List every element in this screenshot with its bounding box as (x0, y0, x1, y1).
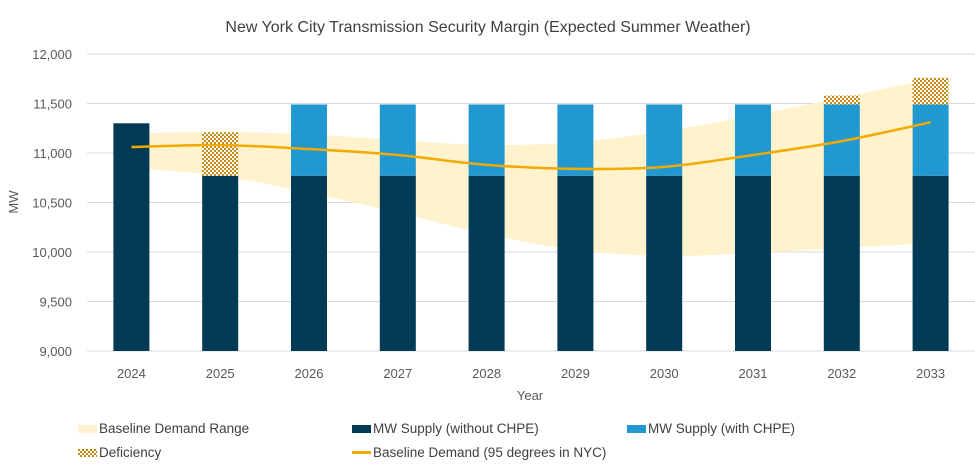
legend: Baseline Demand Range MW Supply (without… (0, 415, 975, 469)
bar-supply-with-chpe (557, 104, 594, 176)
bar-deficiency (912, 77, 949, 105)
baseline-demand-line (131, 121, 931, 171)
bar-supply-without-chpe (113, 123, 150, 351)
bar-supply-with-chpe (735, 104, 771, 176)
x-tick-label: 2029 (561, 366, 590, 381)
x-axis-ticks: 2024 2025 2026 2027 2028 2029 2030 2031 2032 2033 (117, 366, 945, 381)
x-tick-label: 2025 (206, 366, 235, 381)
checker-swatch-icon (78, 448, 97, 457)
legend-label: Baseline Demand Range (99, 421, 250, 436)
fill-swatch-icon (627, 424, 646, 433)
legend-item-demand-range[interactable]: Baseline Demand Range (78, 421, 249, 436)
x-tick-label: 2024 (117, 366, 146, 381)
legend-label: MW Supply (with CHPE) (648, 421, 796, 436)
bar-supply-without-chpe (735, 175, 771, 351)
y-tick-label: 11,000 (33, 146, 72, 161)
x-tick-label: 2030 (650, 366, 679, 381)
bar-supply-without-chpe (379, 175, 416, 351)
legend-item-baseline-demand[interactable]: Baseline Demand (95 degrees in NYC) (352, 445, 606, 460)
bar-deficiency (823, 95, 860, 105)
chart: New York City Transmission Security Marg… (6, 19, 975, 403)
legend-item-deficiency[interactable]: Deficiency (78, 445, 161, 460)
bar-supply-without-chpe (646, 175, 683, 351)
bar-supply-without-chpe (202, 175, 239, 351)
x-tick-label: 2031 (739, 366, 768, 381)
x-tick-label: 2032 (827, 366, 856, 381)
x-tick-label: 2028 (472, 366, 501, 381)
legend-label: Baseline Demand (95 degrees in NYC) (373, 445, 607, 460)
bar-supply-without-chpe (291, 175, 327, 351)
y-tick-label: 12,000 (32, 47, 72, 62)
legend-label: MW Supply (without CHPE) (373, 421, 539, 436)
bar-supply-with-chpe (646, 104, 683, 176)
bar-supply-without-chpe (468, 175, 505, 351)
x-axis-label: Year (517, 388, 544, 403)
bar-deficiency (202, 132, 239, 176)
x-tick-label: 2026 (295, 366, 324, 381)
fill-swatch-icon (78, 424, 97, 433)
x-tick-label: 2033 (916, 366, 945, 381)
y-tick-label: 10,000 (32, 245, 72, 260)
y-axis-label: MW (6, 190, 21, 214)
bar-supply-with-chpe (379, 104, 416, 176)
x-tick-label: 2027 (383, 366, 412, 381)
legend-label: Deficiency (99, 445, 162, 460)
demand-line (131, 121, 931, 171)
y-axis-ticks: 9,000 9,500 10,000 10,500 11,000 11,500 12,000 (32, 47, 72, 359)
bar-supply-with-chpe (912, 104, 949, 176)
line-swatch-icon (352, 451, 371, 454)
y-tick-label: 10,500 (32, 196, 72, 211)
bars (113, 77, 949, 351)
chart-title: New York City Transmission Security Marg… (225, 19, 750, 36)
bar-supply-without-chpe (557, 175, 594, 351)
bar-supply-without-chpe (912, 175, 949, 351)
y-tick-label: 11,500 (33, 97, 72, 112)
legend-item-supply-without-chpe[interactable]: MW Supply (without CHPE) (352, 421, 539, 436)
legend-item-supply-with-chpe[interactable]: MW Supply (with CHPE) (627, 421, 795, 436)
y-tick-label: 9,500 (39, 295, 72, 310)
fill-swatch-icon (352, 424, 371, 433)
bar-supply-with-chpe (291, 104, 327, 176)
bar-supply-without-chpe (823, 175, 860, 351)
y-tick-label: 9,000 (39, 344, 72, 359)
